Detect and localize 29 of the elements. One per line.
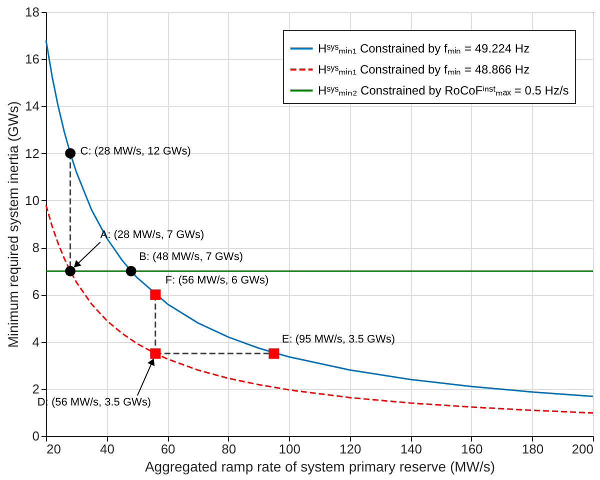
y-axis-title: Minimum required system inertia (GWs) xyxy=(5,101,22,348)
y-tick-label: 16 xyxy=(25,52,40,67)
legend-label: Hˢʸˢₘᵢₙ₁ Constrained by fₘᵢₙ = 49.224 Hz xyxy=(318,42,530,56)
x-tick-label: 120 xyxy=(340,442,362,456)
y-tick-label: 4 xyxy=(32,334,40,350)
x-tick-label: 180 xyxy=(522,442,544,456)
x-tick-label: 200 xyxy=(572,442,594,456)
x-tick-label: 160 xyxy=(461,442,483,456)
y-tick-label: 18 xyxy=(25,4,40,20)
x-tick-label: 20 xyxy=(46,442,61,456)
y-tick-label: 6 xyxy=(32,287,40,302)
y-tick-label: 12 xyxy=(25,146,40,161)
y-tick-label: 8 xyxy=(32,240,40,256)
x-axis-title: Aggregated ramp rate of system primary reserve (MW/s) xyxy=(144,458,496,474)
x-tick-label: 140 xyxy=(400,442,422,456)
x-tick-label: 80 xyxy=(222,442,236,456)
x-tick-label: 60 xyxy=(160,442,176,456)
x-tick-label: 40 xyxy=(100,442,115,456)
legend-label: Hˢʸˢₘᵢₙ₁ Constrained by fₘᵢₙ = 48.866 Hz xyxy=(318,62,530,76)
x-tick-label: 100 xyxy=(278,442,300,456)
annotation: B: (48 MW/s, 7 GWs) xyxy=(139,251,243,264)
annotation: C: (28 MW/s, 12 GWs) xyxy=(80,145,191,158)
annotation: F: (56 MW/s, 6 GWs) xyxy=(165,274,269,287)
y-tick-label: 2 xyxy=(32,381,40,396)
annotation: E: (95 MW/s, 3.5 GWs) xyxy=(282,334,395,346)
y-tick-label: 10 xyxy=(25,192,40,208)
y-tick-label: 0 xyxy=(32,428,40,444)
legend-label: Hˢʸˢₘᵢₙ₂ Constrained by RoCoFⁱⁿˢᵗₘₐₓ = 0.5 Hz/s xyxy=(318,84,569,98)
y-tick-label: 14 xyxy=(25,98,40,114)
